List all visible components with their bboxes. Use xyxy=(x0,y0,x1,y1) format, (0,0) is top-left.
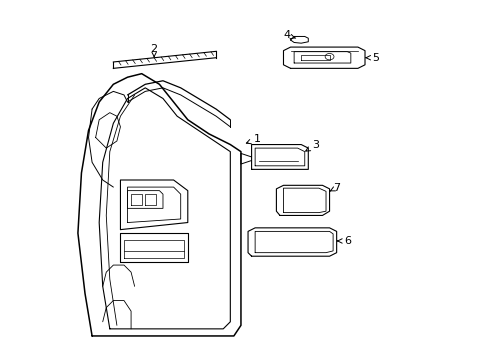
Text: 1: 1 xyxy=(246,134,260,144)
Text: 2: 2 xyxy=(150,44,157,57)
Text: 5: 5 xyxy=(365,53,378,63)
Text: 3: 3 xyxy=(305,140,318,151)
Ellipse shape xyxy=(325,54,333,60)
Text: 4: 4 xyxy=(283,30,295,40)
Text: 6: 6 xyxy=(337,236,350,246)
Text: 7: 7 xyxy=(329,183,340,193)
